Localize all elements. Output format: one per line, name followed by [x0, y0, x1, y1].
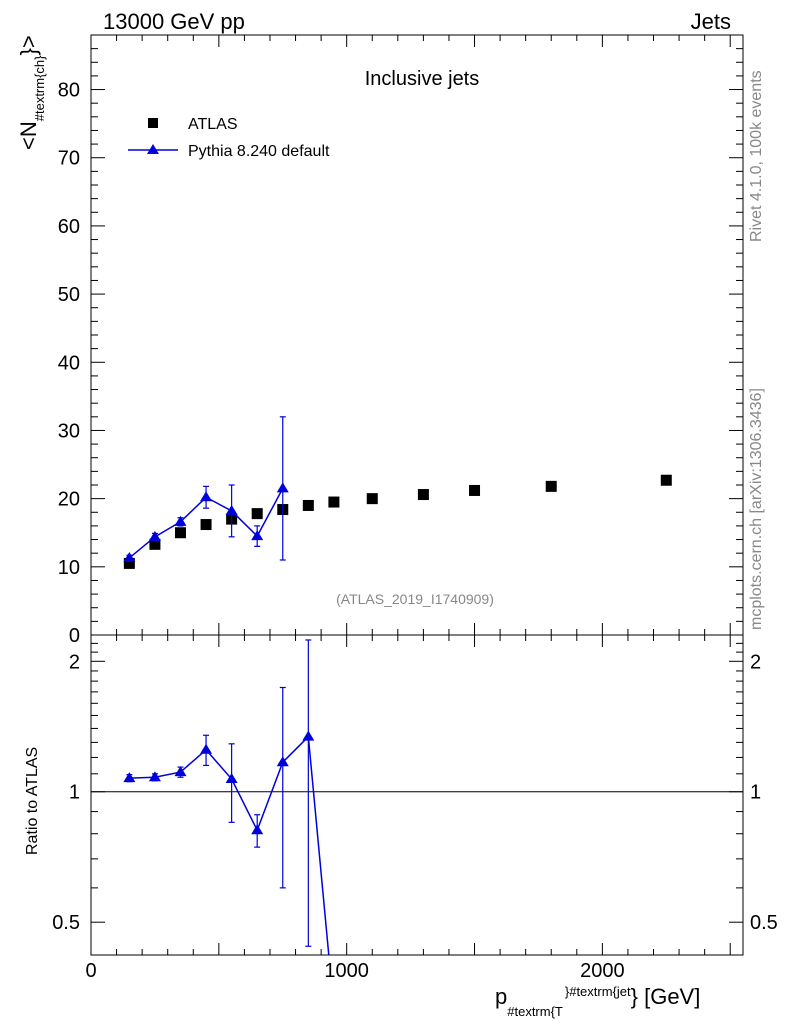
ratio-point	[225, 773, 238, 784]
atlas-point	[251, 508, 263, 520]
legend-pythia-label: Pythia 8.240 default	[188, 143, 330, 160]
ytick-label: 0	[69, 625, 80, 647]
atlas-point	[123, 557, 135, 569]
ytick-label: 70	[58, 148, 80, 170]
atlas-point	[328, 496, 340, 508]
legend-pythia-marker	[147, 144, 159, 154]
header-left: 13000 GeV pp	[103, 9, 245, 34]
ratio-point	[174, 766, 187, 777]
xlabel: p#textrm{T}#textrm{jet} [GeV]	[495, 984, 700, 1019]
xtick-label: 1000	[324, 960, 369, 982]
legend-atlas-marker	[148, 118, 158, 128]
xlabel-unit: } [GeV]	[631, 984, 701, 1009]
ytick-label-right: 2	[750, 651, 761, 673]
ytick-label-left: 2	[69, 651, 80, 673]
xtick-label: 0	[85, 960, 96, 982]
pythia-point	[251, 530, 264, 541]
header-right: Jets	[691, 9, 731, 34]
mcplots-label: mcplots.cern.ch [arXiv:1306.3436]	[748, 388, 765, 630]
bottom-panel-frame	[90, 634, 744, 956]
ratio-point	[302, 730, 315, 741]
watermark: (ATLAS_2019_I1740909)	[336, 591, 494, 607]
atlas-point	[174, 527, 186, 539]
atlas-point	[149, 538, 161, 550]
ratio-line	[129, 735, 330, 956]
top-ylabel: <N#textrm{ch}}>	[16, 35, 47, 150]
pythia-point	[174, 515, 187, 526]
ytick-label: 20	[58, 489, 80, 511]
top-ylabel-close: }>	[16, 35, 41, 55]
pythia-point	[276, 482, 289, 493]
atlas-point	[302, 499, 314, 511]
ytick-label: 60	[58, 216, 80, 238]
pythia-point	[123, 551, 136, 562]
pythia-point	[225, 504, 238, 515]
bottom-ytick-labels: 0.5 0.5 1 1 2 2	[52, 651, 778, 934]
ytick-label-right: 0.5	[750, 912, 778, 934]
atlas-point	[545, 480, 557, 492]
xlabel-sub: #textrm{T	[507, 1004, 563, 1019]
pythia-point	[148, 530, 161, 541]
ytick-label: 80	[58, 80, 80, 102]
rivet-label: Rivet 4.1.0, 100k events	[748, 70, 765, 242]
ytick-label: 30	[58, 420, 80, 442]
top-ticks	[90, 34, 743, 636]
ratio-point	[123, 772, 136, 783]
atlas-point	[417, 489, 429, 501]
top-ytick-labels: 0 10 20 30 40 50 60 70 80	[58, 80, 80, 647]
atlas-point	[366, 493, 378, 505]
ytick-label-right: 1	[750, 782, 761, 804]
ytick-label: 10	[58, 557, 80, 579]
legend-atlas-label: ATLAS	[188, 116, 238, 133]
pythia-point	[200, 491, 213, 502]
top-ylabel-sub: #textrm{ch}	[32, 55, 47, 121]
ratio-point	[148, 771, 161, 782]
top-data	[123, 416, 672, 569]
xlabel-sup: }#textrm{jet	[565, 984, 631, 999]
xtick-labels: 0 1000 2000	[85, 960, 624, 982]
ytick-label: 50	[58, 284, 80, 306]
legend: ATLAS Pythia 8.240 default	[128, 116, 330, 160]
atlas-point	[660, 474, 672, 486]
xtick-label: 2000	[580, 960, 625, 982]
ratio-point	[251, 824, 264, 835]
atlas-point	[469, 484, 481, 496]
ytick-label: 40	[58, 352, 80, 374]
chart-title: Inclusive jets	[365, 68, 480, 90]
ytick-label-left: 0.5	[52, 912, 80, 934]
atlas-point	[200, 519, 212, 531]
bottom-ticks	[90, 635, 743, 955]
bottom-ylabel: Ratio to ATLAS	[24, 747, 41, 855]
ratio-point	[276, 756, 289, 767]
ratio-point	[200, 743, 213, 754]
bottom-data	[123, 639, 330, 956]
ytick-label-left: 1	[69, 782, 80, 804]
